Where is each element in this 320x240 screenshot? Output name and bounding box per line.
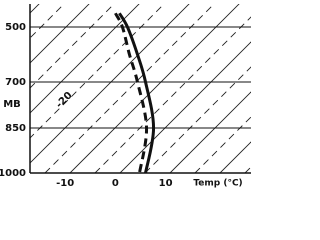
x-tick-label: -10 [56, 178, 74, 189]
annotation: -20 [54, 90, 75, 111]
solid-curve [118, 12, 156, 173]
isotherm [30, 4, 190, 164]
y-tick-label: 700 [5, 77, 26, 88]
adiabat [194, 116, 251, 173]
x-tick-label: 0 [112, 178, 119, 189]
y-tick-label: 500 [5, 22, 26, 33]
chart: 500 700 850 1000 -10 0 10 MB Temp (°C) -20 [0, 4, 251, 189]
isotherm [169, 91, 251, 173]
adiabat [94, 16, 251, 173]
adiabat [144, 66, 251, 173]
y-axis-label: MB [3, 99, 21, 110]
y-tick-label: 850 [5, 123, 26, 134]
x-tick-label: 10 [159, 178, 173, 189]
grid: 500 700 850 1000 -10 0 10 [0, 22, 251, 189]
x-axis-label: Temp (°C) [193, 179, 242, 189]
curves [114, 12, 156, 173]
y-tick-label: 1000 [0, 168, 26, 179]
isotherm [119, 41, 251, 173]
dashed-curve [114, 12, 149, 173]
isotherm [219, 141, 251, 173]
adiabat [44, 4, 215, 173]
isotherm [69, 4, 240, 173]
